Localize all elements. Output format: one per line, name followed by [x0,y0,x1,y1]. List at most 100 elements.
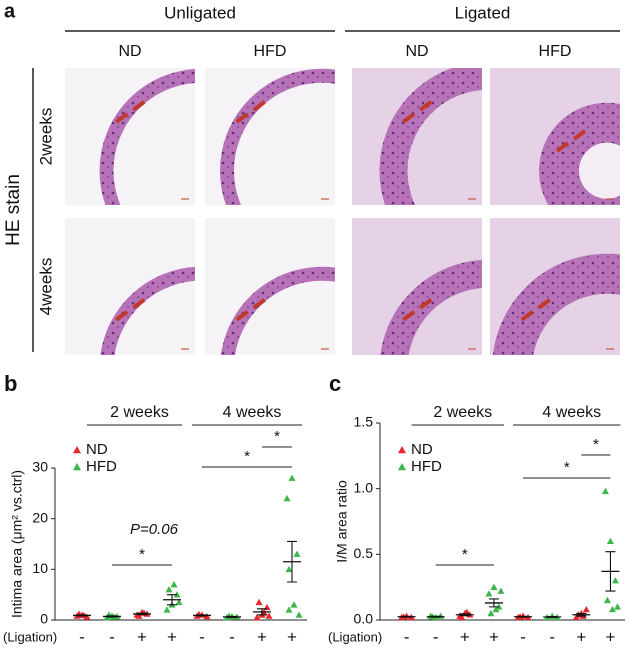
data-point [295,611,303,618]
group-header: Ligated [455,3,511,22]
legend-marker [73,463,81,471]
data-point [603,596,611,604]
lumen [579,142,620,199]
column-header: ND [118,43,141,60]
arrow [572,129,587,141]
error-bar [77,614,87,617]
column-header: HFD [254,43,287,60]
data-point [285,565,293,573]
data-point [135,612,143,619]
data-point [582,605,590,613]
x-tick-label: - [520,627,526,646]
data-point [611,577,619,584]
data-point [165,586,173,593]
significance-star: * [593,436,599,453]
vessel-wall [99,68,195,205]
column-header: HFD [539,43,572,60]
group-header: Unligated [164,3,236,22]
significance-star: * [139,546,145,563]
row-label: 4weeks [36,258,55,316]
row-label: 2weeks [36,108,55,166]
y-tick-label: 20 [32,509,48,525]
data-point [608,605,616,613]
legend-marker [73,446,81,454]
error-bar [459,613,470,617]
legend-label: ND [86,441,108,458]
error-bar [488,598,499,608]
y-tick-label: 1.5 [354,414,374,430]
panel-letter: b [4,371,17,396]
x-tick-label: + [605,627,615,646]
y-tick-label: 30 [32,459,48,475]
data-point [437,612,445,619]
x-tick-label: + [167,627,177,646]
x-tick-label: + [287,627,297,646]
data-point [490,583,498,590]
error-bar [547,616,558,618]
legend-marker [398,446,406,454]
data-point [485,590,493,597]
arrow [252,100,266,112]
data-point [285,606,293,613]
group-label: 4 weeks [223,404,282,421]
data-point [613,603,621,610]
x-tick-label: - [549,627,555,646]
vessel-wall [220,68,335,205]
x-tick-label: - [433,627,439,646]
charts: b Intima area (μm² vs.ctrl) 0 10 20 30 - - + + - - +… [3,371,625,646]
significance-star: * [274,428,280,445]
arrow [132,100,146,112]
x-tick-label: + [137,627,147,646]
error-bar [401,615,412,618]
error-bar [518,615,529,618]
chart: c I/M area ratio 0.0 0.5 1.0 1.5 - - + + - - + + (Liga… [328,371,625,646]
micrograph-bg [65,68,195,205]
y-axis-label: Intima area (μm² vs.ctrl) [9,470,25,618]
y-tick-label: 0 [40,611,48,627]
vessel-wall [379,68,482,205]
arrow [402,310,416,322]
panel-letter: a [4,0,16,22]
micrograph [205,218,335,355]
x-axis-label: (Ligation) [328,629,382,644]
data-point [163,606,171,613]
significance-star: * [244,448,250,465]
x-tick-label: + [576,627,586,646]
panel-letter: c [329,371,341,396]
error-bar [227,615,237,619]
micrograph [65,218,195,355]
data-point [293,550,301,557]
significance-star: * [462,546,468,563]
legend-label: ND [411,441,433,458]
error-bar [287,540,297,583]
y-tick-label: 0.5 [354,545,374,561]
x-tick-label: - [109,627,115,646]
data-point [606,537,614,544]
x-tick-label: + [257,627,267,646]
data-point [601,487,609,495]
arrow [132,298,146,310]
micrograph-bg [65,218,195,355]
x-tick-label: + [489,627,499,646]
arrow [115,112,129,124]
panel-a: a Unligated Ligated ND HFD ND HFD 2weeks 4weeks H… [3,0,620,355]
error-bar [430,615,441,618]
x-tick-label: - [79,627,85,646]
vessel-wall [220,266,335,355]
micrograph [490,218,620,355]
arrow [235,112,249,124]
micrograph [205,68,335,205]
data-point [487,609,495,617]
data-point [175,598,183,606]
data-point [253,613,261,621]
legend-marker [398,463,406,471]
error-bar [605,551,616,592]
y-tick-label: 0.0 [354,611,374,627]
data-point [458,613,466,621]
arrow [419,100,433,112]
arrow [235,310,249,322]
chart: b Intima area (μm² vs.ctrl) 0 10 20 30 - - + + - - +… [3,371,307,646]
data-point [288,474,296,481]
data-point [497,587,505,594]
group-label: 2 weeks [110,404,169,421]
